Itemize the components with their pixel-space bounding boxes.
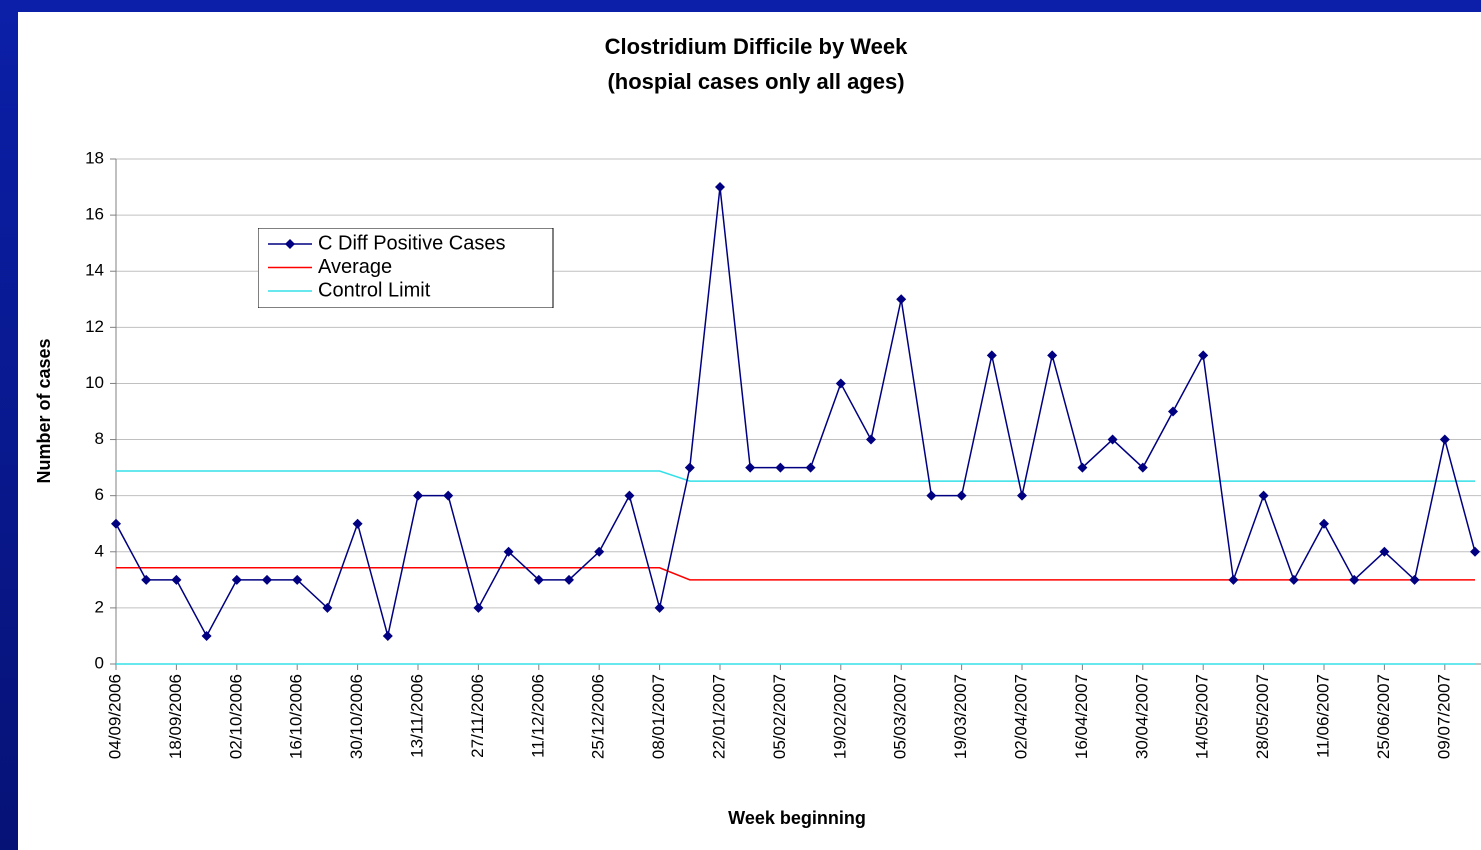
data-point bbox=[715, 182, 725, 193]
y-axis-label: Number of cases bbox=[34, 338, 54, 483]
y-tick-label: 10 bbox=[85, 373, 104, 392]
data-point bbox=[503, 546, 514, 557]
data-point bbox=[111, 518, 121, 529]
data-point bbox=[1349, 574, 1360, 585]
y-tick-label: 6 bbox=[95, 485, 104, 504]
y-tick-label: 14 bbox=[85, 261, 104, 280]
data-point bbox=[956, 490, 967, 501]
data-point bbox=[352, 518, 363, 529]
data-point bbox=[262, 574, 272, 585]
data-point bbox=[1288, 574, 1299, 585]
y-tick-label: 8 bbox=[95, 429, 104, 448]
data-point bbox=[1228, 574, 1239, 585]
data-point bbox=[926, 490, 937, 501]
x-tick-label: 18/09/2006 bbox=[166, 674, 185, 759]
series-line bbox=[115, 186, 1476, 638]
y-tick-label: 4 bbox=[95, 541, 104, 560]
x-tick-label: 08/01/2007 bbox=[649, 674, 668, 759]
x-tick-label: 25/12/2006 bbox=[589, 674, 608, 759]
x-tick-label: 05/03/2007 bbox=[891, 674, 910, 759]
data-point bbox=[1319, 518, 1329, 529]
data-point bbox=[1379, 546, 1390, 557]
y-tick-label: 16 bbox=[85, 205, 104, 224]
x-tick-label: 25/06/2007 bbox=[1374, 674, 1393, 759]
data-point bbox=[835, 378, 846, 389]
data-point bbox=[1107, 434, 1118, 445]
data-point bbox=[231, 574, 242, 585]
data-point bbox=[201, 630, 212, 641]
x-tick-label: 30/10/2006 bbox=[347, 674, 366, 759]
chart-subtitle: (hospial cases only all ages) bbox=[607, 69, 904, 94]
data-point bbox=[1137, 462, 1148, 473]
data-point bbox=[805, 462, 816, 473]
data-point bbox=[1258, 490, 1269, 501]
data-point bbox=[624, 490, 635, 501]
y-tick-label: 18 bbox=[85, 148, 104, 167]
legend-label: Average bbox=[318, 256, 392, 278]
legend-label: Control Limit bbox=[318, 279, 431, 301]
chart-title: Clostridium Difficile by Week bbox=[605, 34, 909, 59]
data-point bbox=[1017, 490, 1027, 501]
data-point bbox=[1470, 546, 1480, 557]
legend-marker bbox=[285, 239, 295, 249]
x-tick-label: 11/06/2007 bbox=[1313, 674, 1332, 758]
data-point bbox=[564, 574, 574, 585]
x-tick-label: 05/02/2007 bbox=[770, 674, 789, 759]
x-tick-label: 02/04/2007 bbox=[1011, 674, 1030, 759]
data-point bbox=[322, 602, 333, 613]
data-point bbox=[1409, 574, 1420, 585]
x-tick-label: 16/04/2007 bbox=[1072, 674, 1091, 759]
data-point bbox=[594, 546, 605, 557]
data-point bbox=[1077, 462, 1088, 473]
data-point bbox=[1047, 350, 1058, 361]
data-point bbox=[775, 462, 786, 473]
x-tick-label: 14/05/2007 bbox=[1193, 674, 1212, 759]
y-tick-label: 2 bbox=[95, 597, 104, 616]
data-point bbox=[986, 350, 997, 361]
x-tick-label: 19/03/2007 bbox=[951, 674, 970, 759]
plot: 0 2 4 6 8 10 12 14 16 18 04/09/2006 18/09/2006 02/10… bbox=[85, 148, 1481, 759]
chart-area bbox=[18, 12, 1481, 850]
x-tick-label: 22/01/2007 bbox=[709, 674, 728, 759]
x-tick-label: 11/12/2006 bbox=[528, 674, 547, 758]
data-point bbox=[443, 490, 454, 501]
x-tick-label: 04/09/2006 bbox=[105, 674, 124, 759]
data-point bbox=[684, 462, 695, 473]
x-tick-label: 30/04/2007 bbox=[1132, 674, 1151, 759]
x-axis-label: Week beginning bbox=[728, 808, 866, 828]
data-point bbox=[745, 462, 756, 473]
legend-label: C Diff Positive Cases bbox=[318, 232, 505, 254]
x-tick-label: 02/10/2006 bbox=[226, 674, 245, 759]
x-tick-label: 09/07/2007 bbox=[1434, 674, 1453, 759]
x-tick-label: 27/11/2006 bbox=[468, 674, 487, 758]
x-tick-label: 16/10/2006 bbox=[287, 674, 306, 759]
data-point bbox=[1198, 350, 1209, 361]
x-tick-label: 19/02/2007 bbox=[830, 674, 849, 759]
data-point bbox=[866, 434, 876, 445]
data-point bbox=[533, 574, 544, 585]
series-line bbox=[116, 470, 1475, 482]
data-point bbox=[896, 294, 907, 305]
data-point bbox=[141, 574, 152, 585]
data-point bbox=[382, 630, 393, 641]
data-point bbox=[473, 602, 484, 613]
data-point bbox=[292, 574, 303, 585]
data-point bbox=[654, 602, 665, 613]
data-point bbox=[413, 490, 423, 501]
y-tick-label: 0 bbox=[95, 653, 104, 672]
data-point bbox=[1439, 434, 1450, 445]
data-point bbox=[171, 574, 182, 585]
x-tick-label: 13/11/2006 bbox=[407, 674, 426, 758]
data-point bbox=[1168, 406, 1178, 417]
y-tick-label: 12 bbox=[85, 317, 104, 336]
x-tick-label: 28/05/2007 bbox=[1253, 674, 1272, 759]
